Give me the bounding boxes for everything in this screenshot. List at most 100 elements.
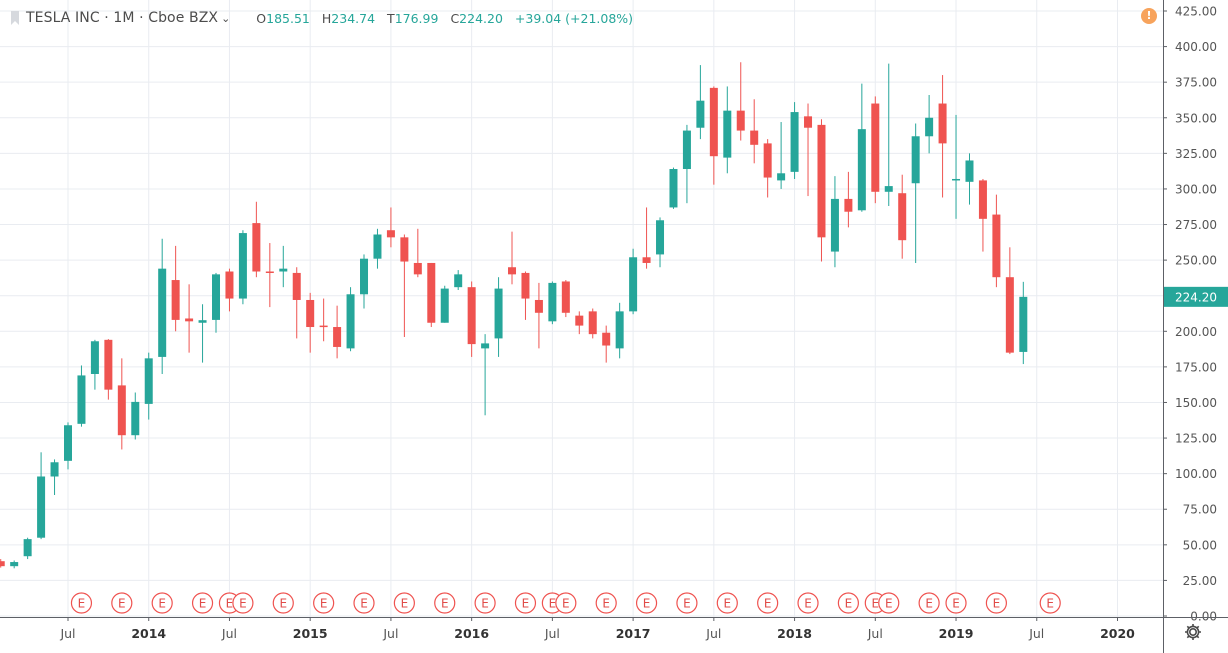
candle-body [144,358,153,404]
earnings-marker[interactable]: E [70,592,93,614]
earnings-label: E [872,597,880,611]
earnings-marker[interactable]: E [676,592,698,614]
earnings-marker[interactable]: E [1039,592,1061,614]
candle-body [898,193,907,241]
gear-icon[interactable] [1183,622,1203,642]
earnings-label: E [952,597,960,611]
earnings-label: E [764,597,772,611]
earnings-circle [595,592,617,614]
earnings-marker[interactable]: E [393,592,415,614]
ohlc-values: O185.51 H234.74 T176.99 C224.20 +39.04 (… [256,11,633,26]
high-label: H [321,10,332,26]
candle-body [386,230,395,238]
earnings-circle [1039,592,1061,614]
earnings-circle [985,592,1007,614]
earnings-marker[interactable]: E [232,592,254,614]
candle-body [171,280,180,320]
earnings-marker[interactable]: E [514,592,537,614]
earnings-label: E [522,597,530,611]
candle-body [992,214,1001,278]
candle-body [817,124,826,238]
candle-body [252,223,261,272]
earnings-circle [434,592,456,614]
earnings-label: E [158,597,166,611]
earnings-marker[interactable]: E [191,592,214,614]
earnings-circle [313,592,335,614]
candle-body [360,258,369,295]
candle-body [642,257,651,263]
earnings-marker[interactable]: E [595,592,617,614]
earnings-label: E [925,597,933,611]
earnings-label: E [1046,597,1054,611]
low-label: T [387,10,395,26]
candle-body [413,262,422,275]
earnings-marker[interactable]: E [837,592,859,614]
candle-body [911,136,920,184]
earnings-marker[interactable]: E [151,592,173,614]
earnings-circle [918,592,940,614]
open-value: 185.51 [266,10,310,26]
price-tick-label: 250.00 [1175,254,1217,268]
change-value: +39.04 (+21.08%) [514,10,634,26]
earnings-circle [232,592,254,614]
earnings-marker[interactable]: E [878,592,900,614]
candle-body [777,173,786,181]
earnings-label: E [481,597,489,611]
candle-body [602,332,611,346]
price-axis[interactable]: 0.00 25.00 50.00 75.00 100.00 125.00 150.00 175… [1163,0,1228,653]
earnings-marker[interactable]: E [797,592,819,614]
open-label: O [256,10,267,26]
chevron-down-icon[interactable]: ⌄ [221,11,231,25]
earnings-marker[interactable]: E [945,592,967,614]
candle-body [37,476,46,538]
earnings-label: E [441,597,449,611]
earnings-marker[interactable]: E [635,592,658,614]
time-tick-label: 2016 [454,626,489,641]
candle-body [10,562,19,567]
earnings-marker[interactable]: E [353,592,375,614]
candle-body [400,237,409,262]
price-tick-label: 100.00 [1175,467,1217,481]
symbol-title[interactable]: TESLA INC · 1M · Cboe BZX [26,10,219,26]
candle-body [77,375,86,424]
price-tick-label: 275.00 [1175,218,1217,232]
earnings-marker[interactable]: E [474,592,496,614]
low-value: 176.99 [394,10,439,26]
price-tick-label: 175.00 [1175,360,1217,374]
earnings-label: E [683,597,691,611]
candle-body [225,271,234,299]
candle-body [844,198,853,212]
earnings-marker[interactable]: E [716,592,738,614]
time-tick-label: Jul [705,626,721,641]
earnings-label: E [401,597,409,611]
candle-body [427,262,436,323]
symbol-flag-icon[interactable] [10,10,20,26]
symbol-legend: TESLA INC · 1M · Cboe BZX ⌄ O185.51 H234… [10,8,633,28]
earnings-marker[interactable]: E [272,592,294,614]
earnings-marker[interactable]: E [434,592,456,614]
candle-body [521,272,530,299]
candle-body [925,117,934,137]
candle-body [104,339,113,390]
time-tick-label: Jul [867,626,883,641]
candle-body [90,341,99,374]
candle-body [669,169,678,208]
earnings-marker[interactable]: E [555,592,577,614]
earnings-marker[interactable]: E [111,592,133,614]
candle-body [871,103,880,192]
candle-body [656,220,665,255]
earnings-marker[interactable]: E [918,592,940,614]
candle-body [709,87,718,157]
earnings-marker[interactable]: E [757,592,779,614]
candle-body [965,160,974,182]
warning-icon[interactable]: ! [1141,8,1157,24]
price-tick-label: 0.00 [1190,610,1217,624]
candlestick-series [0,62,1028,569]
earnings-marker[interactable]: E [313,592,335,614]
candle-body [857,129,866,211]
time-axis[interactable]: Jul 2014 Jul 2015 Jul 2016 Jul 2017 Jul 2018 Jul 20… [0,617,1228,641]
earnings-marker[interactable]: E [985,592,1007,614]
candle-body [346,294,355,349]
earnings-label: E [78,597,86,611]
